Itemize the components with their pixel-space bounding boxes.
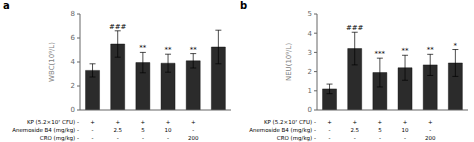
svg-text:CRO (mg/kg) -: CRO (mg/kg) - — [40, 135, 79, 142]
svg-text:8: 8 — [71, 10, 75, 18]
svg-text:+: + — [403, 119, 408, 125]
svg-text:KP (5.2×10⁷ CFU) -: KP (5.2×10⁷ CFU) - — [264, 119, 316, 125]
svg-text:4: 4 — [308, 30, 313, 38]
svg-text:6: 6 — [71, 34, 76, 42]
svg-text:-: - — [429, 127, 431, 133]
svg-text:Anemoside B4 (mg/kg) -: Anemoside B4 (mg/kg) - — [12, 127, 79, 134]
svg-text:5: 5 — [141, 127, 145, 133]
svg-text:200: 200 — [188, 135, 199, 141]
svg-text:+: + — [141, 119, 146, 125]
svg-text:-: - — [192, 127, 194, 133]
svg-text:2.5: 2.5 — [350, 127, 359, 133]
svg-text:-: - — [379, 135, 381, 141]
svg-text:-: - — [167, 135, 169, 141]
svg-text:Anemoside B4 (mg/kg) -: Anemoside B4 (mg/kg) - — [249, 127, 316, 134]
svg-text:+: + — [378, 119, 383, 125]
svg-text:10: 10 — [165, 127, 172, 133]
svg-text:-: - — [92, 127, 94, 133]
svg-text:-: - — [329, 127, 331, 133]
svg-text:-: - — [354, 135, 356, 141]
svg-text:+: + — [90, 119, 95, 125]
svg-text:**: ** — [427, 46, 435, 54]
svg-text:###: ### — [109, 23, 127, 31]
svg-text:200: 200 — [425, 135, 436, 141]
svg-text:4: 4 — [71, 58, 76, 66]
svg-text:###: ### — [346, 24, 364, 32]
svg-text:WBC(10⁹/L): WBC(10⁹/L) — [48, 42, 56, 82]
svg-text:CRO (mg/kg) -: CRO (mg/kg) - — [277, 135, 316, 142]
svg-text:2: 2 — [71, 82, 75, 90]
svg-text:+: + — [327, 119, 332, 125]
svg-text:+: + — [352, 119, 357, 125]
svg-text:5: 5 — [308, 10, 312, 18]
svg-text:***: *** — [375, 50, 386, 58]
svg-text:**: ** — [165, 46, 173, 54]
svg-text:+: + — [191, 119, 196, 125]
svg-text:+: + — [428, 119, 433, 125]
svg-text:KP (5.2×10⁷ CFU) -: KP (5.2×10⁷ CFU) - — [27, 119, 79, 125]
svg-text:-: - — [92, 135, 94, 141]
svg-text:3: 3 — [308, 49, 312, 57]
svg-text:1: 1 — [308, 87, 312, 95]
svg-text:2: 2 — [308, 68, 312, 76]
svg-text:-: - — [404, 135, 406, 141]
html-text:a: a — [3, 0, 10, 11]
svg-text:10: 10 — [402, 127, 409, 133]
svg-text:**: ** — [190, 46, 198, 54]
svg-text:-: - — [117, 135, 119, 141]
svg-text:+: + — [115, 119, 120, 125]
svg-text:+: + — [166, 119, 171, 125]
svg-text:5: 5 — [378, 127, 382, 133]
svg-text:*: * — [454, 42, 458, 50]
svg-text:**: ** — [402, 47, 410, 55]
svg-text:**: ** — [139, 44, 147, 52]
svg-text:2.5: 2.5 — [113, 127, 122, 133]
svg-text:NEU(10⁹/L): NEU(10⁹/L) — [285, 43, 293, 81]
svg-text:0: 0 — [308, 106, 312, 114]
svg-text:-: - — [329, 135, 331, 141]
svg-text:0: 0 — [71, 106, 75, 114]
svg-text:-: - — [142, 135, 144, 141]
html-text:b: b — [240, 0, 248, 11]
